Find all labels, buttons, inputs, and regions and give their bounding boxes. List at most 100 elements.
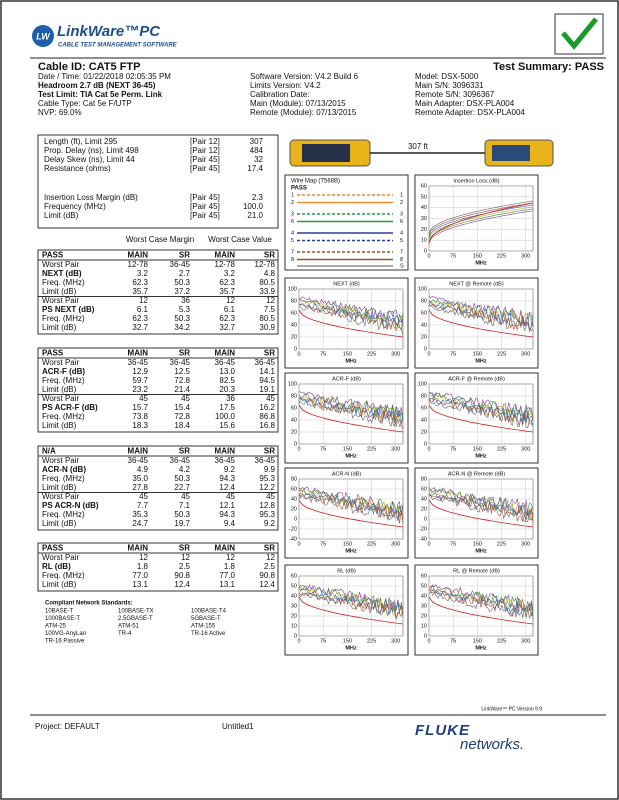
y-tick-label: 50 (421, 194, 427, 200)
pin-right: 7 (400, 249, 403, 255)
table-header: SR (264, 447, 275, 456)
limit-line (428, 404, 534, 433)
x-tick-label: 300 (391, 446, 400, 452)
pin-right: 1 (400, 192, 403, 198)
trace (428, 587, 534, 617)
table-cell: 2.5 (179, 562, 191, 571)
limit-line (298, 309, 404, 338)
measure-pair: [Pair 45] (190, 193, 220, 202)
table-header: MAIN (215, 544, 236, 553)
limit-line (428, 309, 534, 338)
table-cell: 7.1 (179, 501, 191, 510)
y-tick-label: 50 (421, 583, 427, 589)
y-tick-label: 100 (418, 381, 427, 387)
table-cell: 12 (139, 553, 148, 562)
table-cell: Worst Pair (42, 394, 80, 403)
measure-value: 2.3 (252, 193, 264, 202)
table-header: SR (264, 544, 275, 553)
logo-mark: LW (36, 31, 51, 41)
y-tick-label: 10 (421, 623, 427, 629)
trace (298, 305, 404, 336)
table-cell: 13.0 (219, 367, 235, 376)
table-cell: 35.0 (132, 474, 148, 483)
table-cell: 16.2 (259, 403, 275, 412)
graph-title: ACR-N @ Remote (dB) (448, 471, 505, 477)
graph-title: ACR-N (dB) (332, 471, 362, 477)
table-header: SR (179, 447, 190, 456)
limit-line (298, 596, 404, 625)
x-tick-label: 75 (450, 253, 456, 259)
project: Project: DEFAULT (35, 722, 100, 731)
x-tick-label: 0 (297, 351, 300, 357)
info-line: Main S/N: 3096331 (415, 81, 484, 90)
table-cell: 73.8 (132, 412, 148, 421)
x-axis-label: MHz (475, 645, 487, 651)
table-cell: 7.7 (137, 501, 149, 510)
x-tick-label: 0 (297, 541, 300, 547)
y-tick-label: 60 (291, 310, 297, 316)
standard: 10BASE-T (45, 609, 74, 615)
y-tick-label: 0 (424, 248, 427, 254)
table-cell: Limit (dB) (42, 323, 77, 332)
x-tick-label: 75 (320, 446, 326, 452)
pin-right: 3 (400, 211, 403, 217)
info-line: Remote Adapter: DSX-PLA004 (415, 108, 525, 117)
y-tick-label: 40 (291, 417, 297, 423)
x-tick-label: 150 (473, 446, 482, 452)
logo-tagline: CABLE TEST MANAGEMENT SOFTWARE (58, 43, 178, 49)
table-cell: 36 (181, 296, 190, 305)
trace (428, 493, 534, 521)
x-tick-label: 0 (297, 446, 300, 452)
x-tick-label: 0 (427, 446, 430, 452)
wire-map-box (284, 174, 409, 271)
table-cell: 12 (266, 553, 275, 562)
trace (428, 200, 534, 234)
file-name: Untitled1 (222, 722, 254, 731)
trace (298, 396, 404, 424)
table-cell: 4.2 (179, 465, 191, 474)
table-cell: 2.5 (264, 562, 276, 571)
table-cell: 45 (266, 492, 275, 501)
table-cell: 12.4 (219, 483, 235, 492)
x-tick-label: 150 (473, 253, 482, 259)
y-tick-label: 100 (288, 381, 297, 387)
table-cell: 12.1 (219, 501, 235, 510)
measure-value: 307 (250, 137, 264, 146)
standard: 100BASE-TX (118, 609, 154, 615)
table-cell: 72.8 (174, 412, 190, 421)
table-cell: Freq. (MHz) (42, 571, 85, 580)
shield-label: S (400, 263, 404, 269)
y-tick-label: 20 (421, 613, 427, 619)
table-cell: 32.7 (132, 323, 148, 332)
table-cell: 12-78 (215, 260, 236, 269)
table-cell: 12.2 (259, 483, 275, 492)
x-tick-label: 150 (473, 541, 482, 547)
y-tick-label: -40 (419, 536, 427, 542)
y-tick-label: 30 (421, 216, 427, 222)
table-cell: PS NEXT (dB) (42, 305, 95, 314)
table-cell: 33.9 (259, 287, 275, 296)
table-cell: 37.2 (174, 287, 190, 296)
x-tick-label: 0 (427, 351, 430, 357)
table-cell: Freq. (MHz) (42, 314, 85, 323)
x-tick-label: 225 (497, 253, 506, 259)
table-cell: Limit (dB) (42, 385, 77, 394)
table-cell: 94.3 (219, 510, 235, 519)
x-tick-label: 225 (367, 638, 376, 644)
table-cell: 9.9 (264, 465, 276, 474)
table-cell: 36-45 (128, 456, 149, 465)
info-line: Test Limit: TIA Cat 5e Perm. Link (38, 90, 163, 99)
table-cell: 12.5 (174, 367, 190, 376)
x-tick-label: 0 (427, 253, 430, 259)
table-cell: 62.3 (132, 314, 148, 323)
table-cell: 95.3 (259, 474, 275, 483)
trace (428, 206, 534, 240)
measure-pair: [Pair 12] (190, 146, 220, 155)
result-table (37, 347, 279, 433)
trace (428, 392, 534, 421)
table-cell: 36-45 (170, 260, 191, 269)
standard: ATM-25 (45, 624, 67, 630)
table-cell: 90.8 (259, 571, 275, 580)
y-tick-label: 20 (291, 613, 297, 619)
